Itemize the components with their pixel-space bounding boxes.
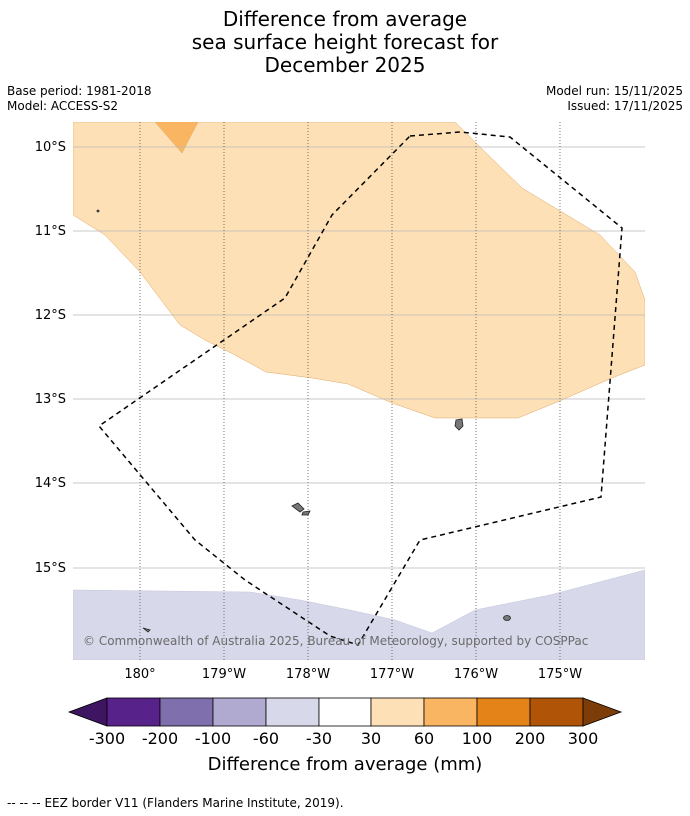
cb-tick-4: -60 bbox=[253, 729, 279, 748]
lat-label-15s: 15°S bbox=[35, 561, 66, 576]
eez-border bbox=[97, 131, 623, 646]
island-east bbox=[454, 418, 464, 431]
colorbar-seg-2 bbox=[159, 697, 214, 727]
title-line-2: sea surface height forecast for bbox=[191, 30, 499, 54]
map-area: © Commonwealth of Australia 2025, Bureau… bbox=[73, 122, 645, 660]
cb-tick-10: 300 bbox=[568, 729, 599, 748]
lon-labels: 180° 179°W 178°W 177°W 176°W 175°W bbox=[124, 667, 582, 682]
islands bbox=[96, 209, 511, 633]
lon-label-175w: 175°W bbox=[538, 667, 582, 682]
colorbar-seg-8 bbox=[476, 697, 531, 727]
colorbar-label: Difference from average (mm) bbox=[208, 754, 483, 775]
footer-note: -- -- -- EEZ border V11 (Flanders Marine… bbox=[7, 796, 344, 810]
eez-note: EEZ border V11 (Flanders Marine Institut… bbox=[44, 796, 344, 810]
lon-label-178w: 178°W bbox=[286, 667, 330, 682]
colorbar bbox=[67, 697, 623, 727]
meta-left: Base period: 1981-2018 Model: ACCESS-S2 bbox=[7, 84, 152, 114]
island-west-b bbox=[301, 510, 311, 516]
colorbar-seg-3 bbox=[212, 697, 267, 727]
model-name: Model: ACCESS-S2 bbox=[7, 99, 119, 113]
colorbar-seg-1 bbox=[106, 697, 161, 727]
island-northwest bbox=[96, 209, 100, 213]
lat-label-14s: 14°S bbox=[35, 476, 66, 491]
title-line-1: Difference from average bbox=[222, 7, 468, 31]
lon-label-179w: 179°W bbox=[202, 667, 246, 682]
anomaly-region-30-60 bbox=[73, 122, 645, 419]
colorbar-extend-low bbox=[67, 697, 108, 727]
cb-tick-7: 60 bbox=[414, 729, 434, 748]
lat-label-11s: 11°S bbox=[35, 224, 66, 239]
lat-label-13s: 13°S bbox=[35, 392, 66, 407]
island-south bbox=[503, 615, 511, 621]
model-run: Model run: 15/11/2025 bbox=[545, 84, 683, 98]
lat-label-10s: 10°S bbox=[35, 140, 66, 155]
colorbar-seg-4 bbox=[265, 697, 320, 727]
colorbar-extend-high bbox=[582, 697, 623, 727]
cb-tick-5: -30 bbox=[306, 729, 332, 748]
lon-label-180: 180° bbox=[124, 667, 155, 682]
anomaly-region-60-100 bbox=[154, 122, 199, 154]
base-period: Base period: 1981-2018 bbox=[7, 84, 152, 98]
meta-right: Model run: 15/11/2025 Issued: 17/11/2025 bbox=[546, 84, 683, 114]
cb-tick-6: 30 bbox=[361, 729, 381, 748]
colorbar-seg-9 bbox=[529, 697, 584, 727]
cb-tick-1: -300 bbox=[89, 729, 125, 748]
copyright-notice: © Commonwealth of Australia 2025, Bureau… bbox=[83, 634, 588, 648]
title-line-3: December 2025 bbox=[264, 53, 426, 77]
eez-dash-symbol: -- -- -- bbox=[7, 796, 41, 810]
island-west-a bbox=[291, 502, 305, 513]
lon-label-177w: 177°W bbox=[370, 667, 414, 682]
chart-title: Difference from average sea surface heig… bbox=[0, 8, 690, 77]
colorbar-seg-5 bbox=[318, 697, 372, 727]
island-southwest bbox=[142, 627, 151, 633]
lat-labels: 10°S 11°S 12°S 13°S 14°S 15°S bbox=[35, 140, 66, 576]
lat-label-12s: 12°S bbox=[35, 308, 66, 323]
cb-tick-8: 100 bbox=[462, 729, 493, 748]
cb-tick-2: -200 bbox=[142, 729, 178, 748]
cb-tick-9: 200 bbox=[515, 729, 546, 748]
lat-gridlines bbox=[73, 146, 645, 569]
colorbar-ticks: -300 -200 -100 -60 -30 30 60 100 200 300 bbox=[89, 729, 598, 748]
anomaly-region-neg-30-60 bbox=[73, 569, 645, 660]
colorbar-seg-7 bbox=[423, 697, 478, 727]
lon-label-176w: 176°W bbox=[454, 667, 498, 682]
colorbar-seg-6 bbox=[370, 697, 425, 727]
cb-tick-3: -100 bbox=[195, 729, 231, 748]
issued-date: Issued: 17/11/2025 bbox=[567, 99, 683, 113]
